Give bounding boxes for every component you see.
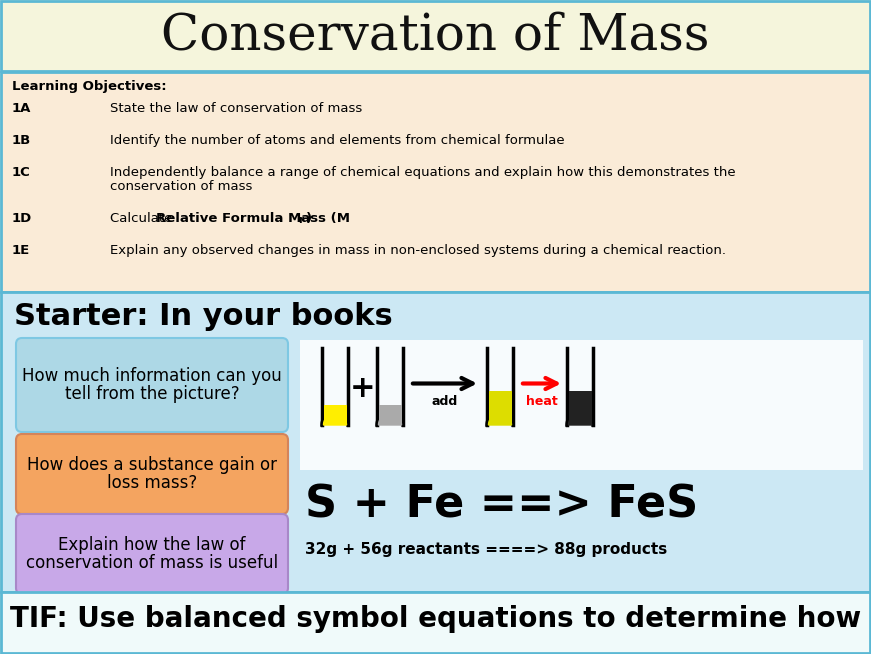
Text: Calculate: Calculate (110, 212, 177, 225)
Text: Explain any observed changes in mass in non-enclosed systems during a chemical r: Explain any observed changes in mass in … (110, 244, 726, 257)
Text: Starter: In your books: Starter: In your books (14, 302, 393, 331)
FancyBboxPatch shape (1, 72, 870, 292)
Text: Explain how the law of: Explain how the law of (58, 536, 246, 554)
Polygon shape (379, 405, 402, 425)
FancyBboxPatch shape (16, 338, 288, 432)
Text: Independently balance a range of chemical equations and explain how this demonst: Independently balance a range of chemica… (110, 166, 736, 179)
Text: loss mass?: loss mass? (107, 474, 197, 492)
Text: conservation of mass: conservation of mass (110, 180, 253, 193)
Text: 1B: 1B (12, 134, 31, 147)
Text: 1A: 1A (12, 102, 31, 115)
Text: r: r (298, 215, 303, 225)
Polygon shape (489, 413, 511, 425)
Polygon shape (323, 413, 347, 425)
Text: Relative Formula Mass (M: Relative Formula Mass (M (156, 212, 350, 225)
Text: 32g + 56g reactants ====> 88g products: 32g + 56g reactants ====> 88g products (305, 542, 667, 557)
Text: How much information can you: How much information can you (22, 367, 282, 385)
Text: State the law of conservation of mass: State the law of conservation of mass (110, 102, 362, 115)
Polygon shape (489, 391, 511, 425)
Text: add: add (432, 395, 458, 408)
Polygon shape (323, 405, 347, 425)
Text: 1E: 1E (12, 244, 30, 257)
Text: Learning Objectives:: Learning Objectives: (12, 80, 166, 93)
Text: S + Fe ==> FeS: S + Fe ==> FeS (305, 484, 699, 527)
Text: How does a substance gain or: How does a substance gain or (27, 456, 277, 474)
FancyBboxPatch shape (0, 0, 871, 72)
Text: Identify the number of atoms and elements from chemical formulae: Identify the number of atoms and element… (110, 134, 564, 147)
FancyBboxPatch shape (16, 514, 288, 594)
Text: +: + (349, 374, 375, 403)
FancyBboxPatch shape (300, 340, 863, 470)
FancyBboxPatch shape (1, 292, 870, 592)
Polygon shape (379, 413, 402, 425)
Polygon shape (569, 413, 591, 425)
Text: heat: heat (526, 395, 557, 408)
FancyBboxPatch shape (1, 592, 870, 653)
Text: tell from the picture?: tell from the picture? (64, 385, 240, 403)
Text: TIF: Use balanced symbol equations to determine how: TIF: Use balanced symbol equations to de… (10, 605, 861, 633)
Text: 1D: 1D (12, 212, 32, 225)
FancyBboxPatch shape (16, 434, 288, 514)
Text: conservation of mass is useful: conservation of mass is useful (26, 554, 278, 572)
Text: Conservation of Mass: Conservation of Mass (161, 11, 710, 61)
Polygon shape (569, 391, 591, 425)
Text: ): ) (306, 212, 312, 225)
Text: 1C: 1C (12, 166, 30, 179)
